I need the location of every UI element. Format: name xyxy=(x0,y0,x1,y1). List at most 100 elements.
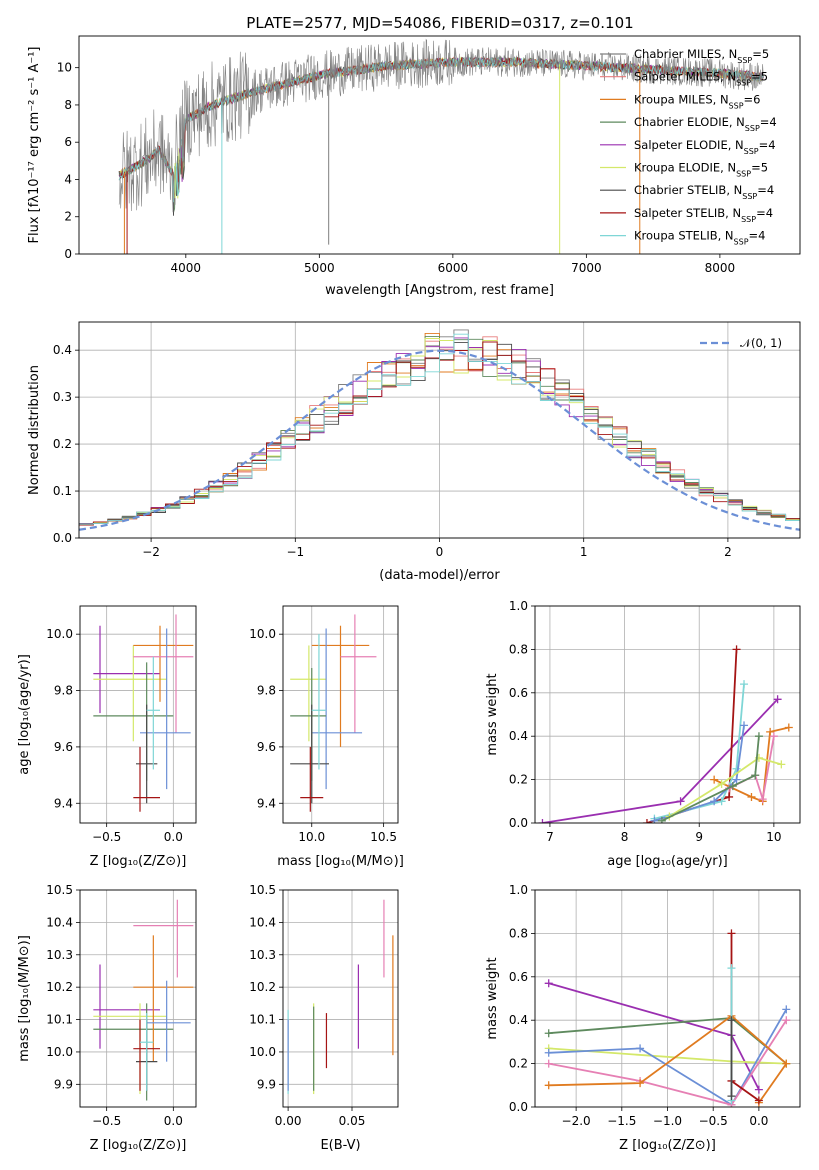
x-tick-label: 2 xyxy=(724,545,732,559)
y-tick-label: 10.0 xyxy=(249,1045,276,1059)
y-tick-label: 0.4 xyxy=(509,1013,528,1027)
spectrum-lines xyxy=(118,38,764,254)
y-tick-label: 0.8 xyxy=(509,642,528,656)
x-tick-label: −2.0 xyxy=(562,1114,591,1128)
weight-line xyxy=(548,1008,788,1107)
weight-marker xyxy=(727,964,736,973)
weight-marker xyxy=(717,797,726,806)
legend-label: Salpeter ELODIE, NSSP=4 xyxy=(634,138,776,156)
plot-frame xyxy=(534,605,801,824)
legend-sub: SSP xyxy=(737,56,752,65)
weight-marker xyxy=(732,775,741,784)
x-axis-label: (data-model)/error xyxy=(379,568,500,583)
weight-line xyxy=(542,698,779,823)
spectrum-data xyxy=(118,38,764,213)
weight-line xyxy=(668,756,782,818)
y-tick-label: 10.1 xyxy=(249,1013,276,1027)
y-tick-label: 4 xyxy=(64,172,72,186)
y-tick-label: 2 xyxy=(64,210,72,224)
y-tick-label: 10.2 xyxy=(249,980,276,994)
y-tick-label: 0.2 xyxy=(53,437,72,451)
y-tick-label: 0.6 xyxy=(509,686,528,700)
y-tick-label: 9.9 xyxy=(257,1077,276,1091)
legend-sub: SSP xyxy=(744,146,759,155)
weight-line xyxy=(661,736,760,822)
x-tick-label: 10.5 xyxy=(370,830,397,844)
weight-marker xyxy=(544,979,553,988)
weight-marker xyxy=(740,721,749,730)
normal-curve xyxy=(79,349,800,531)
y-tick-label: 0.8 xyxy=(509,926,528,940)
legend-label: Salpeter MILES, NSSP=5 xyxy=(634,70,768,88)
x-tick-label: 7000 xyxy=(571,261,602,275)
y-axis-label: mass weight xyxy=(485,673,500,755)
x-tick-label: 5000 xyxy=(304,261,335,275)
legend-sub: SSP xyxy=(736,169,751,178)
y-axis-label: age [log₁₀(age/yr)] xyxy=(17,654,32,775)
weight_vs_Z-lines xyxy=(544,929,791,1107)
x-tick-label: −0.5 xyxy=(699,1114,728,1128)
weight-marker xyxy=(782,1005,791,1014)
weight-marker xyxy=(676,797,685,806)
x-tick-label: −1.0 xyxy=(653,1114,682,1128)
y-axis-label: mass weight xyxy=(485,957,500,1039)
weight-marker xyxy=(717,779,726,788)
x-tick-label: 0 xyxy=(436,545,444,559)
y-tick-label: 0.6 xyxy=(509,970,528,984)
y-tick-label: 10.3 xyxy=(46,948,73,962)
y-tick-label: 10 xyxy=(57,61,72,75)
x-tick-label: 8000 xyxy=(705,261,736,275)
mass_vs_Z-errorbars xyxy=(93,899,194,1101)
x-axis-label: mass [log₁₀(M/M⊙)] xyxy=(277,854,404,869)
plot-frame xyxy=(282,605,399,824)
legend-sub: SSP xyxy=(741,214,756,223)
weight-line xyxy=(730,933,760,1102)
weight-marker xyxy=(710,797,719,806)
weight-marker xyxy=(766,727,775,736)
x-axis-label: wavelength [Angstrom, rest frame] xyxy=(325,283,554,298)
plot-frame xyxy=(78,35,801,255)
x-axis-label: age [log₁₀(age/yr)] xyxy=(607,854,728,869)
y-tick-label: 10.0 xyxy=(249,627,276,641)
legend-label: Kroupa MILES, NSSP=6 xyxy=(634,92,760,110)
y-axis-label: Flux [fλ10⁻¹⁷ erg cm⁻² s⁻¹ A⁻¹] xyxy=(27,47,42,244)
y-tick-label: 0.4 xyxy=(53,343,72,357)
weight-marker xyxy=(758,795,767,804)
weight-marker xyxy=(538,819,547,823)
weight-marker xyxy=(727,1092,736,1101)
weight-marker xyxy=(544,1059,553,1068)
weight-marker xyxy=(544,1081,553,1090)
x-tick-label: 7 xyxy=(546,830,554,844)
y-tick-label: 10.5 xyxy=(46,883,73,897)
y-tick-label: 9.6 xyxy=(257,740,276,754)
weight-marker xyxy=(773,695,782,704)
y-tick-label: 10.5 xyxy=(249,883,276,897)
plot-frame xyxy=(79,605,197,824)
x-tick-label: 10 xyxy=(766,830,781,844)
x-tick-label: −1 xyxy=(286,545,304,559)
y-tick-label: 10.4 xyxy=(249,915,276,929)
y-tick-label: 9.4 xyxy=(257,796,276,810)
weight-marker xyxy=(754,1085,763,1094)
weight-marker xyxy=(636,1079,645,1088)
y-tick-label: 6 xyxy=(64,135,72,149)
y-axis-label: Normed distribution xyxy=(27,365,42,495)
weight-marker xyxy=(754,1096,763,1105)
weight-marker xyxy=(650,816,659,823)
legend-sub: SSP xyxy=(745,124,760,133)
figure-title: PLATE=2577, MJD=54086, FIBERID=0317, z=0… xyxy=(246,14,633,32)
y-tick-label: 0.2 xyxy=(509,773,528,787)
y-tick-label: 0.2 xyxy=(509,1057,528,1071)
legend-label: Salpeter STELIB, NSSP=4 xyxy=(634,206,773,224)
weight-marker xyxy=(782,1059,791,1068)
y-tick-label: 9.4 xyxy=(54,796,73,810)
weight-marker xyxy=(782,1016,791,1025)
x-tick-label: 0.0 xyxy=(164,830,183,844)
weight-marker xyxy=(728,782,737,791)
mass_vs_EBV-errorbars xyxy=(287,899,394,1095)
weight-marker xyxy=(732,645,741,654)
y-tick-label: 0.4 xyxy=(509,729,528,743)
weight-marker xyxy=(636,1044,645,1053)
weight-marker xyxy=(732,764,741,773)
